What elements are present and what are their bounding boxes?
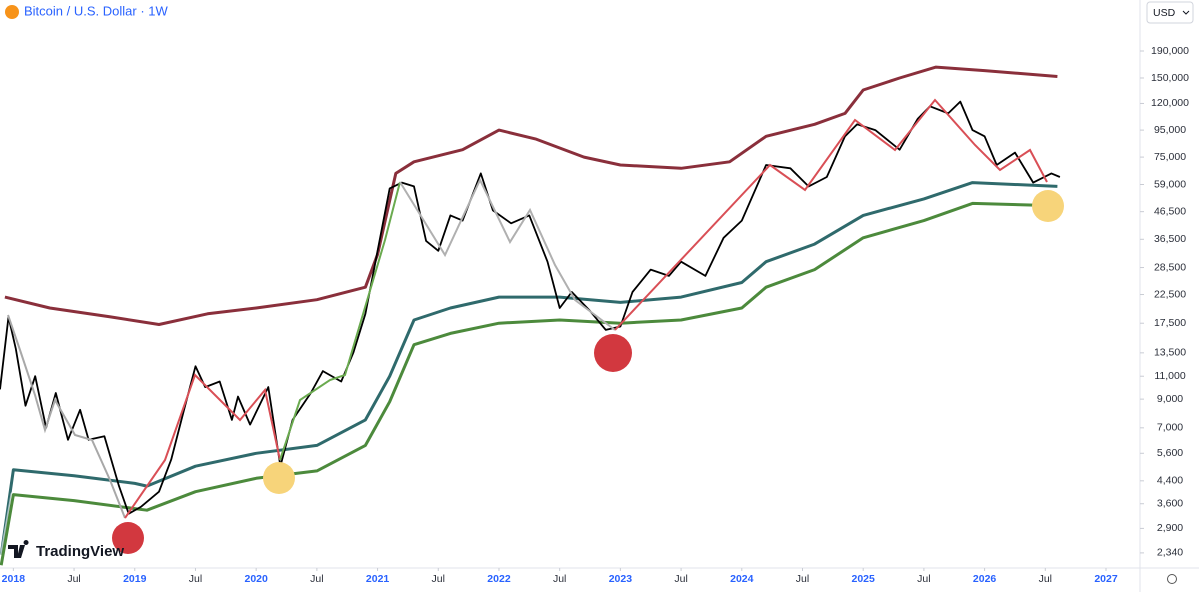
settings-icon[interactable]: [1167, 574, 1177, 584]
marker-circle: [1032, 190, 1064, 222]
x-tick-label: Jul: [796, 573, 809, 585]
drawing-line: [7, 314, 126, 519]
x-tick-label: Jul: [67, 573, 80, 585]
y-tick-label: 120,000: [1151, 97, 1189, 109]
price-line: [0, 100, 1061, 515]
drawings: [7, 98, 1064, 554]
currency-button[interactable]: [1146, 1, 1194, 24]
symbol-icon: [5, 5, 19, 19]
x-tick-label: Jul: [674, 573, 687, 585]
y-tick-label: 3,600: [1157, 498, 1183, 510]
price-line: [0, 201, 1058, 566]
y-tick-label: 9,000: [1157, 393, 1183, 405]
x-tick-label: Jul: [432, 573, 445, 585]
x-tick-label: 2026: [973, 573, 997, 585]
x-tick-label: 2019: [123, 573, 147, 585]
y-tick-label: 22,500: [1154, 288, 1186, 300]
y-tick-label: 95,000: [1154, 124, 1186, 136]
price-line: [4, 65, 1058, 326]
x-tick-label: 2018: [2, 573, 26, 585]
price-line: [0, 181, 1058, 556]
drawing-line: [279, 181, 401, 461]
dropdown-arrow: [1182, 10, 1190, 15]
y-tick-label: 2,900: [1157, 522, 1183, 534]
y-tick-label: 2,340: [1157, 547, 1183, 559]
x-tick-label: 2021: [366, 573, 390, 585]
watermark: TradingView: [8, 540, 124, 560]
y-tick-label: 5,600: [1157, 447, 1183, 459]
y-tick-label: 13,500: [1154, 347, 1186, 359]
y-tick-label: 7,000: [1157, 422, 1183, 434]
y-tick-label: 59,000: [1154, 178, 1186, 190]
x-tick-label: 2020: [244, 573, 268, 585]
x-tick-label: Jul: [1039, 573, 1052, 585]
currency-select[interactable]: USD: [1146, 1, 1194, 24]
x-tick-label: Jul: [917, 573, 930, 585]
drawing-line: [399, 177, 616, 331]
y-tick-label: 17,500: [1154, 317, 1186, 329]
watermark-text: TradingView: [36, 543, 124, 560]
x-tick-label: 2022: [487, 573, 511, 585]
x-tick-label: Jul: [553, 573, 566, 585]
x-tick-label: 2025: [852, 573, 876, 585]
y-tick-label: 150,000: [1151, 72, 1189, 84]
currency-label: USD: [1153, 7, 1176, 19]
x-tick-label: 2024: [730, 573, 754, 585]
y-tick-label: 190,000: [1151, 45, 1189, 57]
plot-area: [0, 64, 1061, 566]
y-tick-label: 46,500: [1154, 205, 1186, 217]
y-tick-label: 36,500: [1154, 233, 1186, 245]
x-tick-label: 2023: [609, 573, 633, 585]
y-tick-label: 4,400: [1157, 475, 1183, 487]
drawing-line: [124, 373, 281, 519]
marker-circle: [112, 522, 144, 554]
y-tick-label: 11,000: [1154, 370, 1185, 382]
y-tick-label: 75,000: [1154, 151, 1186, 163]
drawing-line: [614, 98, 1048, 331]
marker-circle: [263, 462, 295, 494]
x-tick-label: Jul: [189, 573, 202, 585]
chart-title: Bitcoin / U.S. Dollar · 1W: [24, 3, 168, 18]
logo-icon: [8, 540, 29, 558]
header: Bitcoin / U.S. Dollar · 1W: [5, 3, 168, 19]
y-tick-label: 28,500: [1154, 261, 1186, 273]
x-tick-label: 2027: [1094, 573, 1118, 585]
marker-circle: [594, 334, 632, 372]
x-tick-label: Jul: [310, 573, 323, 585]
